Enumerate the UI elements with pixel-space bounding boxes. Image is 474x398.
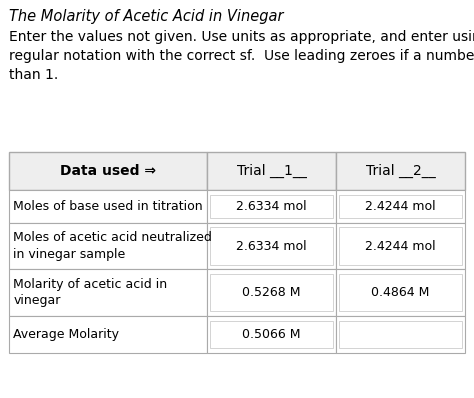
Text: than 1.: than 1. (9, 68, 58, 82)
Text: 2.6334 mol: 2.6334 mol (237, 200, 307, 213)
Text: 0.5268 M: 0.5268 M (243, 286, 301, 299)
Text: 0.5066 M: 0.5066 M (243, 328, 301, 341)
Text: Moles of base used in titration: Moles of base used in titration (13, 200, 203, 213)
Text: Trial __1__: Trial __1__ (237, 164, 307, 178)
Text: Average Molarity: Average Molarity (13, 328, 119, 341)
Text: Enter the values not given. Use units as appropriate, and enter using: Enter the values not given. Use units as… (9, 30, 474, 44)
Text: Trial __2__: Trial __2__ (366, 164, 436, 178)
Text: Moles of acetic acid neutralized
in vinegar sample: Moles of acetic acid neutralized in vine… (13, 231, 212, 261)
Text: regular notation with the correct sf.  Use leading zeroes if a number is less: regular notation with the correct sf. Us… (9, 49, 474, 63)
Text: 2.4244 mol: 2.4244 mol (365, 200, 436, 213)
Text: Molarity of acetic acid in
vinegar: Molarity of acetic acid in vinegar (13, 278, 167, 307)
Text: Data used ⇒: Data used ⇒ (60, 164, 156, 178)
Text: The Molarity of Acetic Acid in Vinegar: The Molarity of Acetic Acid in Vinegar (9, 9, 283, 24)
Text: 2.4244 mol: 2.4244 mol (365, 240, 436, 252)
Text: 0.4864 M: 0.4864 M (372, 286, 430, 299)
Text: 2.6334 mol: 2.6334 mol (237, 240, 307, 252)
